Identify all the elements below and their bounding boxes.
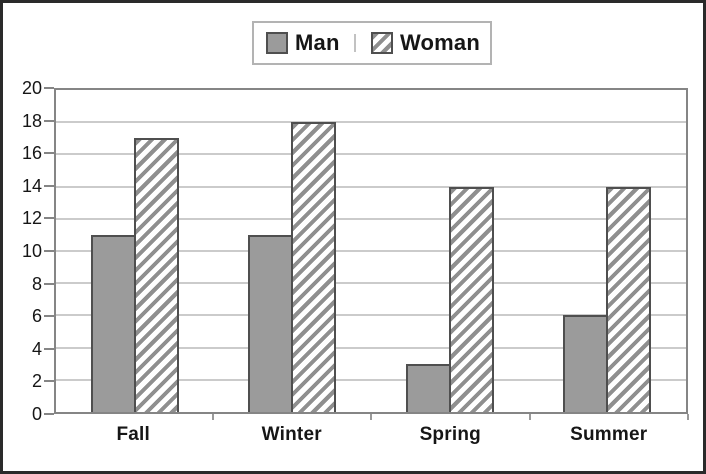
gridline xyxy=(56,121,686,124)
y-axis-tick-label: 10 xyxy=(21,241,42,261)
y-axis-tick-label: 16 xyxy=(21,143,42,164)
category-group xyxy=(214,90,372,412)
y-axis-tick xyxy=(44,282,54,285)
y-axis-tick-label: 20 xyxy=(21,78,42,98)
bar-woman xyxy=(291,122,337,412)
y-axis-tick xyxy=(44,413,54,415)
y-axis-tick xyxy=(44,250,54,252)
legend-item-woman: Woman xyxy=(370,30,480,56)
y-axis-tick-label: 8 xyxy=(31,273,42,294)
gridline xyxy=(56,185,686,188)
x-axis-tick xyxy=(211,414,214,420)
x-axis-label: Fall xyxy=(116,424,151,445)
y-axis-tick-label: 14 xyxy=(21,175,42,196)
x-axis-labels: Fall Winter Spring Summer xyxy=(54,424,688,446)
y-axis-tick-label: 6 xyxy=(31,306,42,327)
gridline xyxy=(56,282,686,285)
gridlines-layer xyxy=(56,90,686,412)
bar-woman xyxy=(606,186,652,412)
bar-man xyxy=(90,234,136,412)
y-axis-tick xyxy=(44,184,54,187)
y-axis-tick xyxy=(44,347,54,350)
y-axis-tick-label: 2 xyxy=(31,371,42,392)
y-axis-tick xyxy=(44,87,54,89)
y-axis-tick-label: 0 xyxy=(31,404,42,424)
y-axis-tick xyxy=(44,217,54,220)
gridline xyxy=(56,378,686,381)
y-axis-tick-label: 4 xyxy=(31,338,42,359)
x-axis-tick xyxy=(687,414,689,420)
gridline xyxy=(56,346,686,349)
plot-area xyxy=(54,88,688,414)
bar-woman xyxy=(133,138,179,412)
bar-woman xyxy=(448,186,494,412)
bars-layer xyxy=(56,90,686,412)
y-axis-ticks xyxy=(44,87,54,415)
x-axis-tick xyxy=(528,414,531,420)
bar-man xyxy=(248,234,294,412)
y-axis-tick xyxy=(44,315,54,318)
y-axis-tick-label: 12 xyxy=(21,208,42,229)
gridline xyxy=(56,153,686,156)
legend-label-man: Man xyxy=(295,30,340,55)
legend-item-man: Man xyxy=(266,30,340,56)
gridline xyxy=(56,314,686,317)
x-axis-label: Spring xyxy=(419,424,481,445)
bar-man xyxy=(563,315,609,412)
gridline xyxy=(56,217,686,220)
x-axis-ticks xyxy=(54,414,689,420)
y-axis-tick xyxy=(44,152,54,155)
x-axis-label: Winter xyxy=(261,424,322,445)
y-axis-tick-label: 18 xyxy=(21,110,42,131)
category-group xyxy=(529,90,687,412)
bar-man xyxy=(405,363,451,412)
x-axis-tick xyxy=(370,414,372,420)
legend-label-woman: Woman xyxy=(399,30,480,55)
y-axis-tick xyxy=(44,380,54,383)
gridline xyxy=(56,250,686,252)
y-axis-tick xyxy=(44,119,54,122)
man-series-swatch-icon xyxy=(266,32,288,54)
woman-series-swatch-icon xyxy=(370,32,393,54)
x-axis-label: Summer xyxy=(570,424,648,445)
category-group xyxy=(371,90,529,412)
legend-divider xyxy=(354,34,357,52)
legend: Man Woman xyxy=(252,21,492,65)
y-axis-labels: 0 2 4 6 8 10 12 14 16 18 20 xyxy=(0,78,42,424)
category-group xyxy=(56,90,214,412)
